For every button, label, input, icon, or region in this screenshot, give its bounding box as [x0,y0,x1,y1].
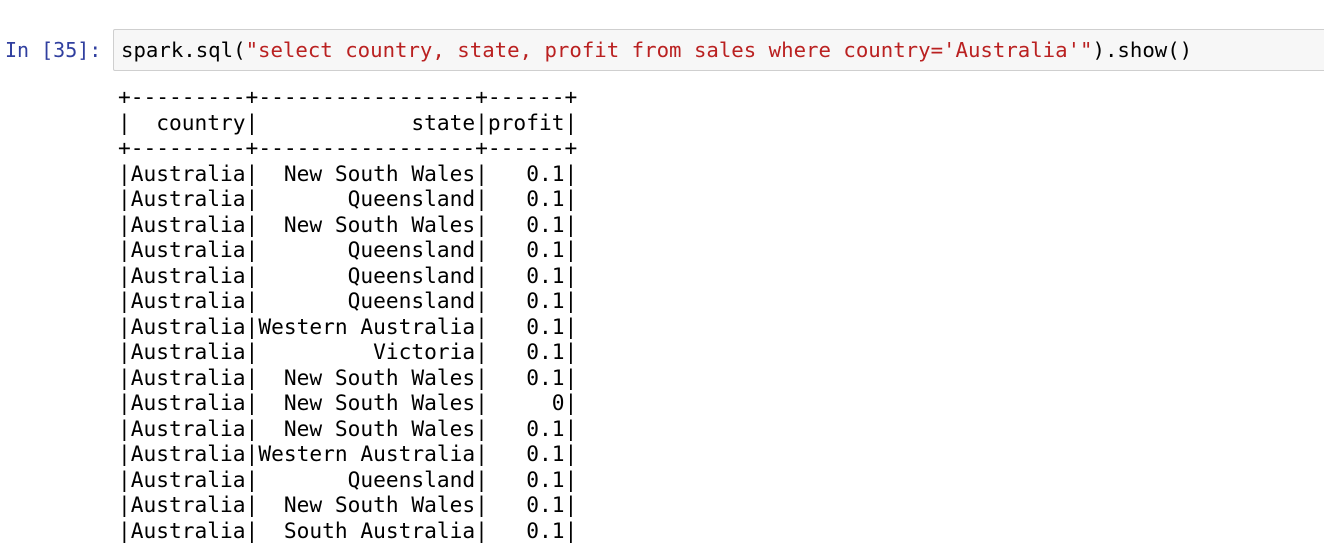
code-string: "select country, state, profit from sale… [246,38,1093,62]
output-line: |Australia|Western Australia| 0.1| [118,441,577,467]
code-token: spark.sql( [121,38,246,62]
code-token: ).show() [1093,38,1193,62]
code-line: spark.sql("select country, state, profit… [121,37,1192,63]
output-line: | country| state|profit| [118,110,577,136]
output-line: |Australia| Queensland| 0.1| [118,288,577,314]
output-line: |Australia| Queensland| 0.1| [118,263,577,289]
output-line: +---------+-----------------+------+ [118,84,577,110]
output-line: |Australia| Victoria| 0.1| [118,339,577,365]
output-line: |Australia| New South Wales| 0.1| [118,212,577,238]
output-line: |Australia| Queensland| 0.1| [118,237,577,263]
output-line: +---------+-----------------+------+ [118,135,577,161]
notebook-page: In [35]: spark.sql("select country, stat… [0,0,1324,521]
output-line: |Australia| New South Wales| 0.1| [118,161,577,187]
output-line: |Australia| New South Wales| 0.1| [118,416,577,442]
output-line: |Australia| New South Wales| 0| [118,390,577,416]
output-line: |Australia|Western Australia| 0.1| [118,314,577,340]
output-line: |Australia| New South Wales| 0.1| [118,492,577,518]
cell-output: +---------+-----------------+------+| co… [118,84,577,543]
output-line: |Australia| New South Wales| 0.1| [118,365,577,391]
input-prompt: In [35]: [5,37,101,63]
output-line: |Australia| South Australia| 0.1| [118,518,577,543]
output-line: |Australia| Queensland| 0.1| [118,467,577,493]
output-line: |Australia| Queensland| 0.1| [118,186,577,212]
